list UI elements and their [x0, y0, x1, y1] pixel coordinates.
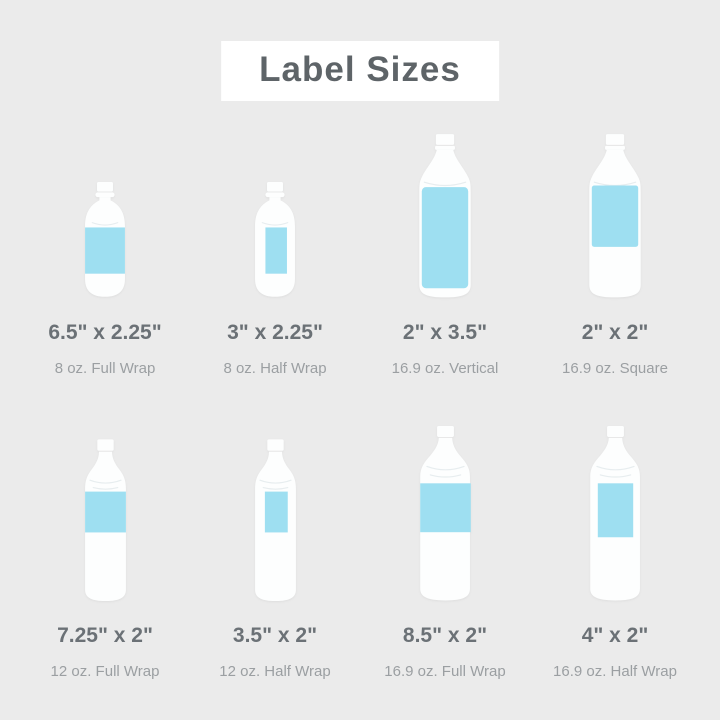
- bottle-neck-ring: [265, 192, 285, 198]
- bottle-label-area: [421, 187, 469, 289]
- bottle-8oz-half-wrap-illustration: [255, 182, 295, 297]
- bottle-rib-line: [88, 479, 122, 484]
- label-size-card-12oz-full-wrap: 7.25" x 2" 12 oz. Full Wrap: [20, 425, 190, 680]
- label-description: 16.9 oz. Vertical: [391, 360, 499, 377]
- bottle-neck-ring: [95, 192, 115, 198]
- label-dimensions: 6.5" x 2.25": [48, 321, 162, 344]
- bottle-label-area: [597, 483, 633, 538]
- bottle-16.9oz-half-wrap-illustration: [589, 426, 640, 601]
- bottle-box: [586, 130, 644, 300]
- bottle-box: [81, 130, 129, 300]
- label-description: 8 oz. Full Wrap: [54, 360, 156, 377]
- bottle-rib-line: [595, 465, 635, 471]
- bottle-cap: [267, 182, 283, 192]
- label-dimensions: 2" x 3.5": [402, 321, 488, 344]
- label-description: 12 oz. Half Wrap: [219, 663, 331, 680]
- bottle-neck-ring: [605, 145, 625, 150]
- bottle-rib-line: [262, 486, 288, 490]
- bottle-cap: [266, 439, 284, 451]
- bottle-cap: [96, 439, 114, 451]
- label-dimensions: 4" x 2": [581, 624, 649, 647]
- bottle-rib-line: [258, 479, 292, 484]
- bottle-16.9oz-vertical-illustration: [419, 134, 471, 298]
- label-size-card-16oz-full-wrap: 8.5" x 2" 16.9 oz. Full Wrap: [360, 425, 530, 680]
- label-size-card-16oz-square: 2" x 2" 16.9 oz. Square: [530, 130, 700, 377]
- label-dimensions: 7.25" x 2": [57, 624, 153, 647]
- label-description: 16.9 oz. Square: [562, 360, 668, 377]
- bottle-label-area: [84, 491, 126, 533]
- label-description: 8 oz. Half Wrap: [223, 360, 327, 377]
- label-dimensions: 2" x 2": [581, 321, 649, 344]
- label-size-card-8oz-full-wrap: 6.5" x 2.25" 8 oz. Full Wrap: [20, 130, 190, 377]
- bottle-box: [416, 425, 475, 603]
- bottle-rib-line: [429, 474, 461, 478]
- bottle-rib-line: [599, 474, 631, 478]
- page-title: Label Sizes: [259, 50, 461, 89]
- bottle-rib-line: [425, 465, 465, 471]
- bottle-box: [416, 130, 474, 300]
- label-size-card-16oz-half-wrap: 4" x 2" 16.9 oz. Half Wrap: [530, 425, 700, 680]
- bottle-label-area: [591, 185, 639, 247]
- label-size-card-12oz-half-wrap: 3.5" x 2" 12 oz. Half Wrap: [190, 425, 360, 680]
- bottle-label-area: [85, 227, 125, 274]
- bottle-cap: [435, 134, 455, 145]
- label-size-card-16oz-vertical: 2" x 3.5" 16.9 oz. Vertical: [360, 130, 530, 377]
- bottle-shoulder-line: [261, 222, 289, 226]
- bottle-box: [251, 425, 300, 603]
- bottle-12oz-full-wrap-illustration: [84, 439, 126, 602]
- bottle-16.9oz-full-wrap-illustration: [419, 426, 471, 601]
- bottle-rib-line: [92, 486, 118, 490]
- bottle-box: [251, 130, 299, 300]
- bottle-label-area: [419, 483, 471, 533]
- bottle-box: [586, 425, 645, 603]
- bottle-8oz-full-wrap-illustration: [85, 182, 125, 297]
- label-dimensions: 3.5" x 2": [232, 624, 318, 647]
- label-description: 16.9 oz. Full Wrap: [384, 663, 506, 680]
- label-description: 12 oz. Full Wrap: [50, 663, 160, 680]
- bottle-shoulder-line: [593, 181, 637, 187]
- size-row-1: 6.5" x 2.25" 8 oz. Full Wrap 3" x 2.25" …: [20, 130, 700, 377]
- bottle-box: [81, 425, 130, 603]
- label-description: 16.9 oz. Half Wrap: [553, 663, 677, 680]
- bottle-label-area: [264, 491, 288, 533]
- bottle-16.9oz-square-illustration: [589, 134, 641, 298]
- bottle-shoulder-line: [91, 222, 119, 226]
- label-dimensions: 8.5" x 2": [402, 624, 488, 647]
- label-size-card-8oz-half-wrap: 3" x 2.25" 8 oz. Half Wrap: [190, 130, 360, 377]
- bottle-cap: [605, 134, 625, 145]
- bottle-shoulder-line: [423, 181, 467, 187]
- bottle-cap: [97, 182, 113, 192]
- bottle-label-area: [265, 227, 287, 274]
- bottle-neck-ring: [435, 145, 455, 150]
- bottle-cap: [436, 426, 454, 437]
- size-row-2: 7.25" x 2" 12 oz. Full Wrap 3.5" x 2" 12…: [20, 425, 700, 680]
- bottle-12oz-half-wrap-illustration: [254, 439, 296, 602]
- title-panel: Label Sizes: [221, 41, 499, 101]
- bottle-cap: [606, 426, 624, 437]
- label-dimensions: 3" x 2.25": [227, 321, 323, 344]
